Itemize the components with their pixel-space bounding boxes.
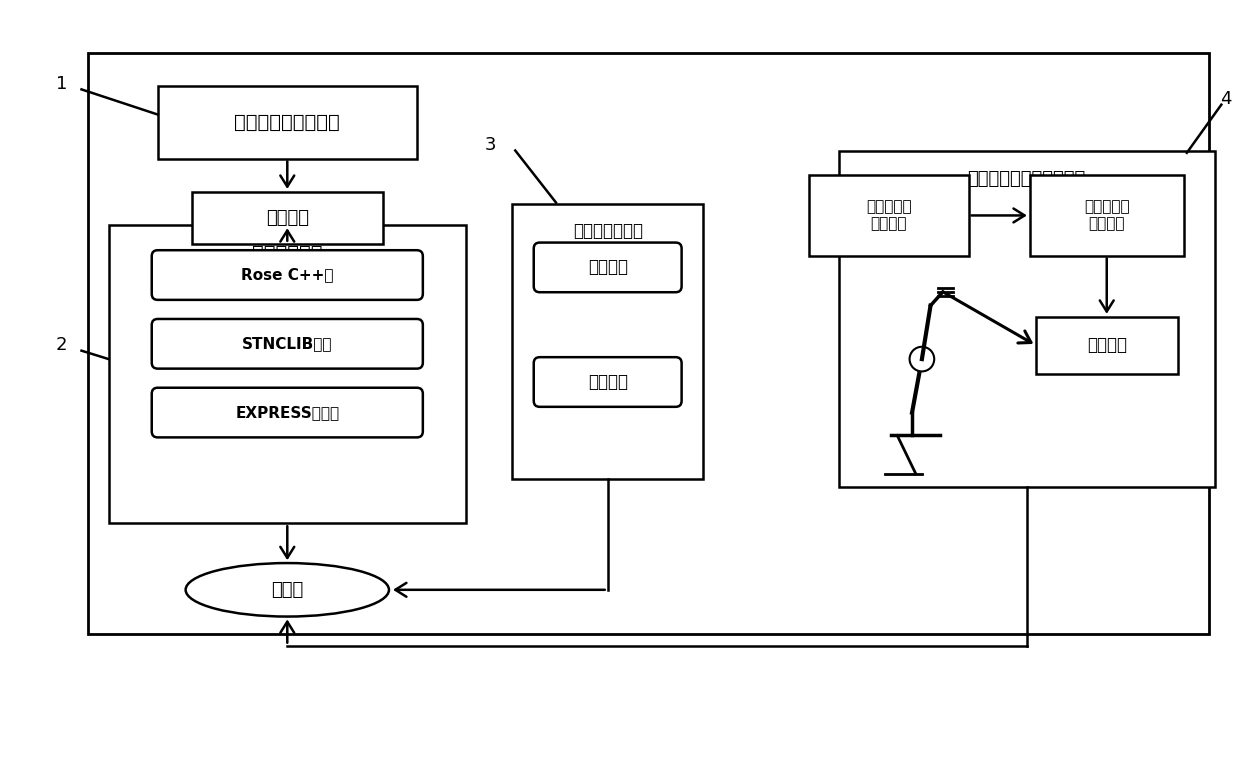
Text: 数据库: 数据库 [272,581,304,599]
Text: Rose C++类: Rose C++类 [241,267,334,283]
FancyBboxPatch shape [808,176,968,255]
Text: 逆运动学: 逆运动学 [588,373,627,391]
Text: 2: 2 [56,336,67,354]
FancyBboxPatch shape [192,192,383,244]
Text: 信息处理模块: 信息处理模块 [252,244,322,263]
FancyBboxPatch shape [151,319,423,368]
FancyBboxPatch shape [88,53,1209,634]
Text: 机器人切削
加工程序: 机器人切削 加工程序 [1084,199,1130,231]
FancyBboxPatch shape [1035,316,1178,374]
Text: STNCLIB类库: STNCLIB类库 [242,336,332,351]
Circle shape [910,347,934,371]
FancyBboxPatch shape [533,358,682,406]
FancyBboxPatch shape [157,86,417,159]
FancyBboxPatch shape [838,151,1214,487]
Text: 机器人运动
控制程序: 机器人运动 控制程序 [866,199,911,231]
Text: 加工器件: 加工器件 [1086,336,1127,354]
FancyBboxPatch shape [109,225,466,523]
Text: 数据接口: 数据接口 [265,209,309,227]
FancyBboxPatch shape [533,242,682,292]
Text: 3: 3 [485,136,496,154]
Text: 正运动学: 正运动学 [588,258,627,277]
Text: EXPRESS编译器: EXPRESS编译器 [236,405,340,420]
FancyBboxPatch shape [512,204,703,479]
Text: 4: 4 [1220,90,1233,108]
Text: 运动学模型模块: 运动学模型模块 [573,222,642,241]
Ellipse shape [186,563,389,617]
Text: 1: 1 [56,75,67,93]
FancyBboxPatch shape [1029,176,1184,255]
FancyBboxPatch shape [151,388,423,437]
Text: 机器人运动控制程序模块: 机器人运动控制程序模块 [967,170,1086,188]
FancyBboxPatch shape [151,251,423,299]
Text: 计算机辅助设计模块: 计算机辅助设计模块 [234,113,340,131]
